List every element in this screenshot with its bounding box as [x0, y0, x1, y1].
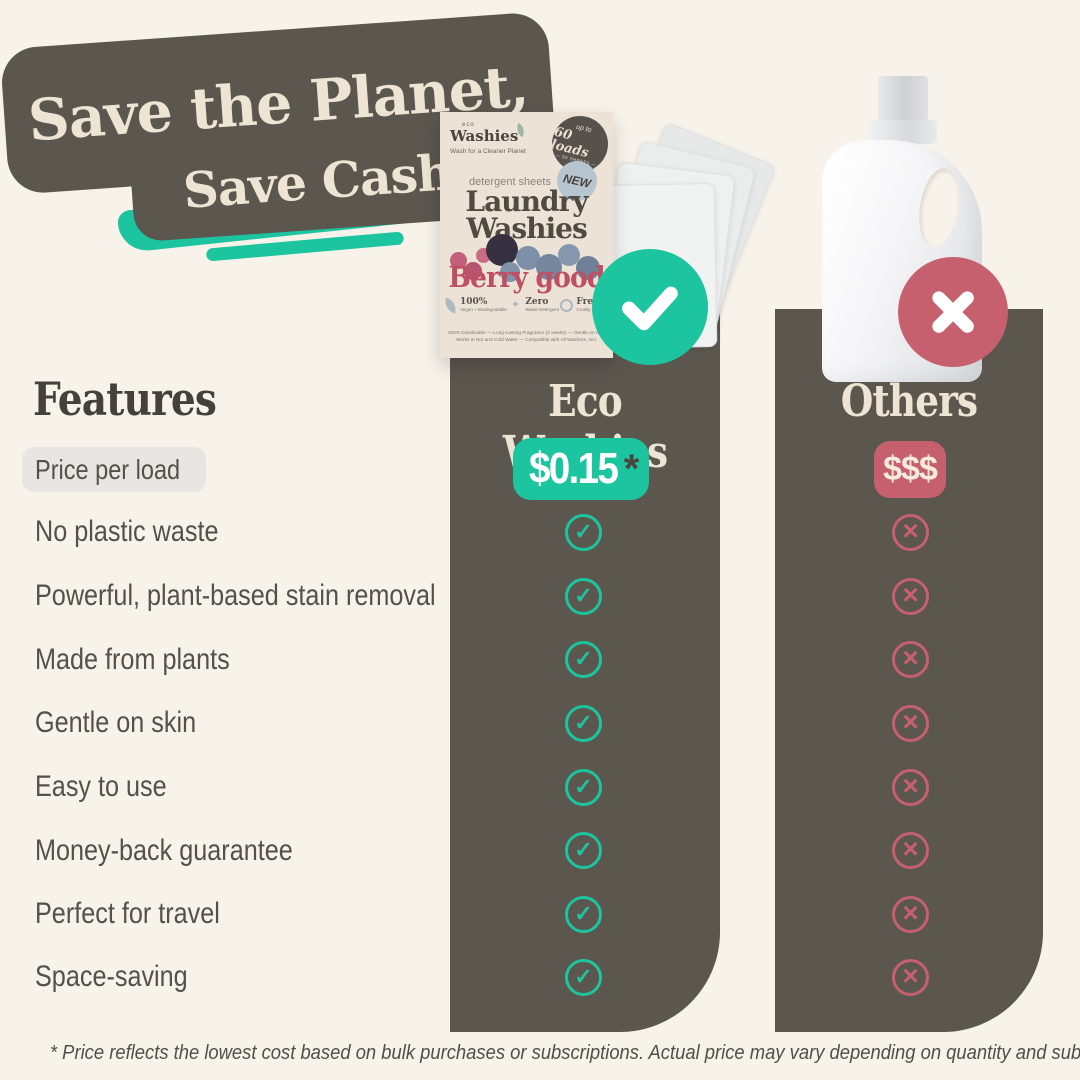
eco-price-value: $0.15 — [528, 444, 619, 493]
feature-label: Money-back guarantee — [35, 834, 293, 867]
feature-label: Space-saving — [35, 960, 188, 993]
check-icon — [565, 769, 602, 806]
eco-price-badge: $0.15 * — [513, 438, 649, 500]
package-category: detergent sheets — [469, 176, 551, 188]
headline-line2: Save Cash! — [181, 141, 474, 220]
turtle-icon — [560, 298, 574, 312]
cross-icon — [892, 959, 929, 996]
cross-icon — [892, 578, 929, 615]
check-icon — [565, 641, 602, 678]
others-price-badge: $$$ — [874, 441, 946, 498]
check-icon — [565, 514, 602, 551]
others-price-value: $$$ — [883, 450, 938, 488]
big-check-badge — [592, 249, 708, 365]
cross-icon — [932, 291, 974, 333]
check-icon — [565, 705, 602, 742]
price-footnote: * Price reflects the lowest cost based o… — [49, 1042, 1080, 1064]
cranberry — [464, 262, 482, 280]
sparkles-icon: ✦ — [510, 298, 520, 311]
package-tagline: Wash for a Cleaner Planet — [450, 148, 526, 155]
check-icon — [565, 578, 602, 615]
price-per-load-label: Price per load — [22, 447, 206, 492]
package-flavor: Berry good — [448, 260, 605, 294]
product-package-image: eco Washies Wash for a Cleaner Planet up… — [440, 110, 614, 358]
package-claims: 100% Vegan + Biodegradable ✦ Zero Waste … — [442, 297, 609, 313]
feature-label: Gentle on skin — [35, 706, 197, 739]
jug-cap — [878, 76, 928, 122]
check-icon — [565, 959, 602, 996]
berries-image — [440, 234, 613, 290]
check-icon — [565, 896, 602, 933]
others-header: Others — [840, 376, 978, 427]
feature-label: Easy to use — [35, 770, 167, 803]
check-icon — [622, 286, 678, 331]
cross-icon — [892, 832, 929, 869]
claim-zero-waste: ✦ Zero Waste Detergent — [508, 298, 559, 313]
feature-label: Made from plants — [35, 643, 230, 676]
cross-icon — [892, 705, 929, 742]
package-brand: Washies — [450, 127, 519, 145]
big-cross-badge — [898, 257, 1008, 367]
cross-icon — [892, 769, 929, 806]
package-fineprint: 100% Dissolvable — Long-Lasting Fragranc… — [447, 331, 606, 343]
feature-label: Powerful, plant-based stain removal — [35, 579, 436, 612]
blackberry — [486, 234, 518, 266]
features-header: Features — [33, 372, 217, 426]
blueberry — [500, 262, 520, 282]
cross-icon — [892, 896, 929, 933]
eco-price-asterisk: * — [623, 446, 640, 491]
cranberry — [450, 252, 467, 269]
cross-icon — [892, 641, 929, 678]
leaf-icon — [442, 297, 459, 313]
claim-vegan: 100% Vegan + Biodegradable — [442, 297, 507, 313]
check-icon — [565, 832, 602, 869]
cross-icon — [892, 514, 929, 551]
blueberry — [536, 254, 562, 280]
blueberry — [576, 256, 600, 280]
feature-label: No plastic waste — [35, 515, 219, 548]
blueberry — [558, 244, 580, 266]
package-name: Laundry Washies — [465, 185, 588, 245]
feature-label: Perfect for travel — [35, 897, 220, 930]
package-brand-eco: eco — [462, 122, 475, 128]
